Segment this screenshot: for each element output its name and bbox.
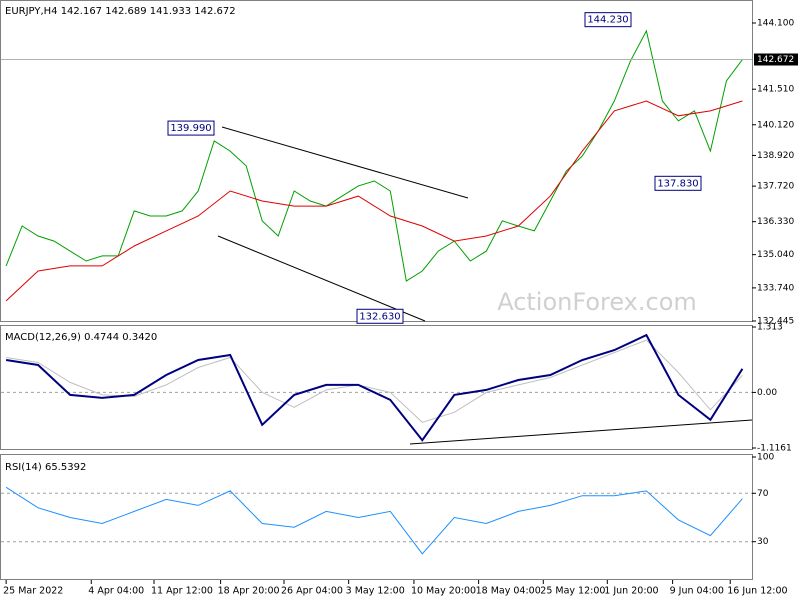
y-tick-label: 70 <box>757 489 769 499</box>
x-tick-label: 1 Jun 20:00 <box>604 586 658 597</box>
annotation-label: 144.230 <box>587 15 628 26</box>
x-tick-label: 18 Apr 20:00 <box>218 586 280 597</box>
macd-panel <box>0 325 753 450</box>
channel-lower <box>217 235 426 322</box>
x-tick-label: 3 May 12:00 <box>346 586 405 597</box>
y-tick-label: 140.120 <box>757 120 794 130</box>
annotation-box <box>654 175 702 191</box>
y-tick-label: 132.445 <box>757 317 794 327</box>
y-tick-label: 135.040 <box>757 250 794 260</box>
x-tick-label: 26 Apr 04:00 <box>281 586 343 597</box>
y-tick-label: 30 <box>757 537 769 547</box>
panel-title: EURJPY,H4 142.167 142.689 141.933 142.67… <box>5 6 236 17</box>
y-tick-label: 100 <box>757 453 774 463</box>
x-tick-label: 25 Mar 2022 <box>3 586 63 597</box>
last-price-label: 142.672 <box>757 55 794 65</box>
y-tick-label: 133.740 <box>757 283 794 293</box>
x-tick-label: 4 Apr 04:00 <box>88 586 144 597</box>
rsi-panel <box>0 454 753 580</box>
x-tick-label: 11 Apr 12:00 <box>151 586 213 597</box>
y-tick-label: 138.920 <box>757 151 794 161</box>
x-tick-label: 10 May 20:00 <box>411 586 476 597</box>
y-tick-label: 0.00 <box>757 388 777 398</box>
series-line <box>5 486 743 555</box>
series-line <box>5 100 743 302</box>
y-tick-label: 136.330 <box>757 217 794 227</box>
y-tick-label: -1.1161 <box>757 444 792 454</box>
annotation-box <box>167 120 215 136</box>
y-tick-label: 144.100 <box>757 18 794 28</box>
x-tick-label: 25 May 12:00 <box>540 586 605 597</box>
last-price-box <box>754 53 798 66</box>
watermark: ActionForex.com <box>497 288 697 316</box>
channel-upper <box>221 126 469 199</box>
y-tick-label: 1.313 <box>757 323 783 333</box>
series-line <box>5 333 744 442</box>
x-tick-label: 16 Jun 12:00 <box>727 586 787 597</box>
macd-trendline <box>409 419 753 445</box>
x-tick-label: 18 May 04:00 <box>476 586 541 597</box>
panel-title: MACD(12,26,9) 0.4744 0.3420 <box>5 332 157 343</box>
annotation-box <box>584 12 632 28</box>
series-line <box>5 29 743 282</box>
y-tick-label: 141.510 <box>757 85 794 95</box>
annotation-box <box>356 308 404 324</box>
y-tick-label: 137.720 <box>757 182 794 192</box>
annotation-label: 132.630 <box>359 311 400 322</box>
annotation-label: 139.990 <box>170 123 211 134</box>
x-tick-label: 9 Jun 04:00 <box>670 586 724 597</box>
annotation-label: 137.830 <box>657 178 698 189</box>
panel-title: RSI(14) 65.5392 <box>5 462 86 473</box>
